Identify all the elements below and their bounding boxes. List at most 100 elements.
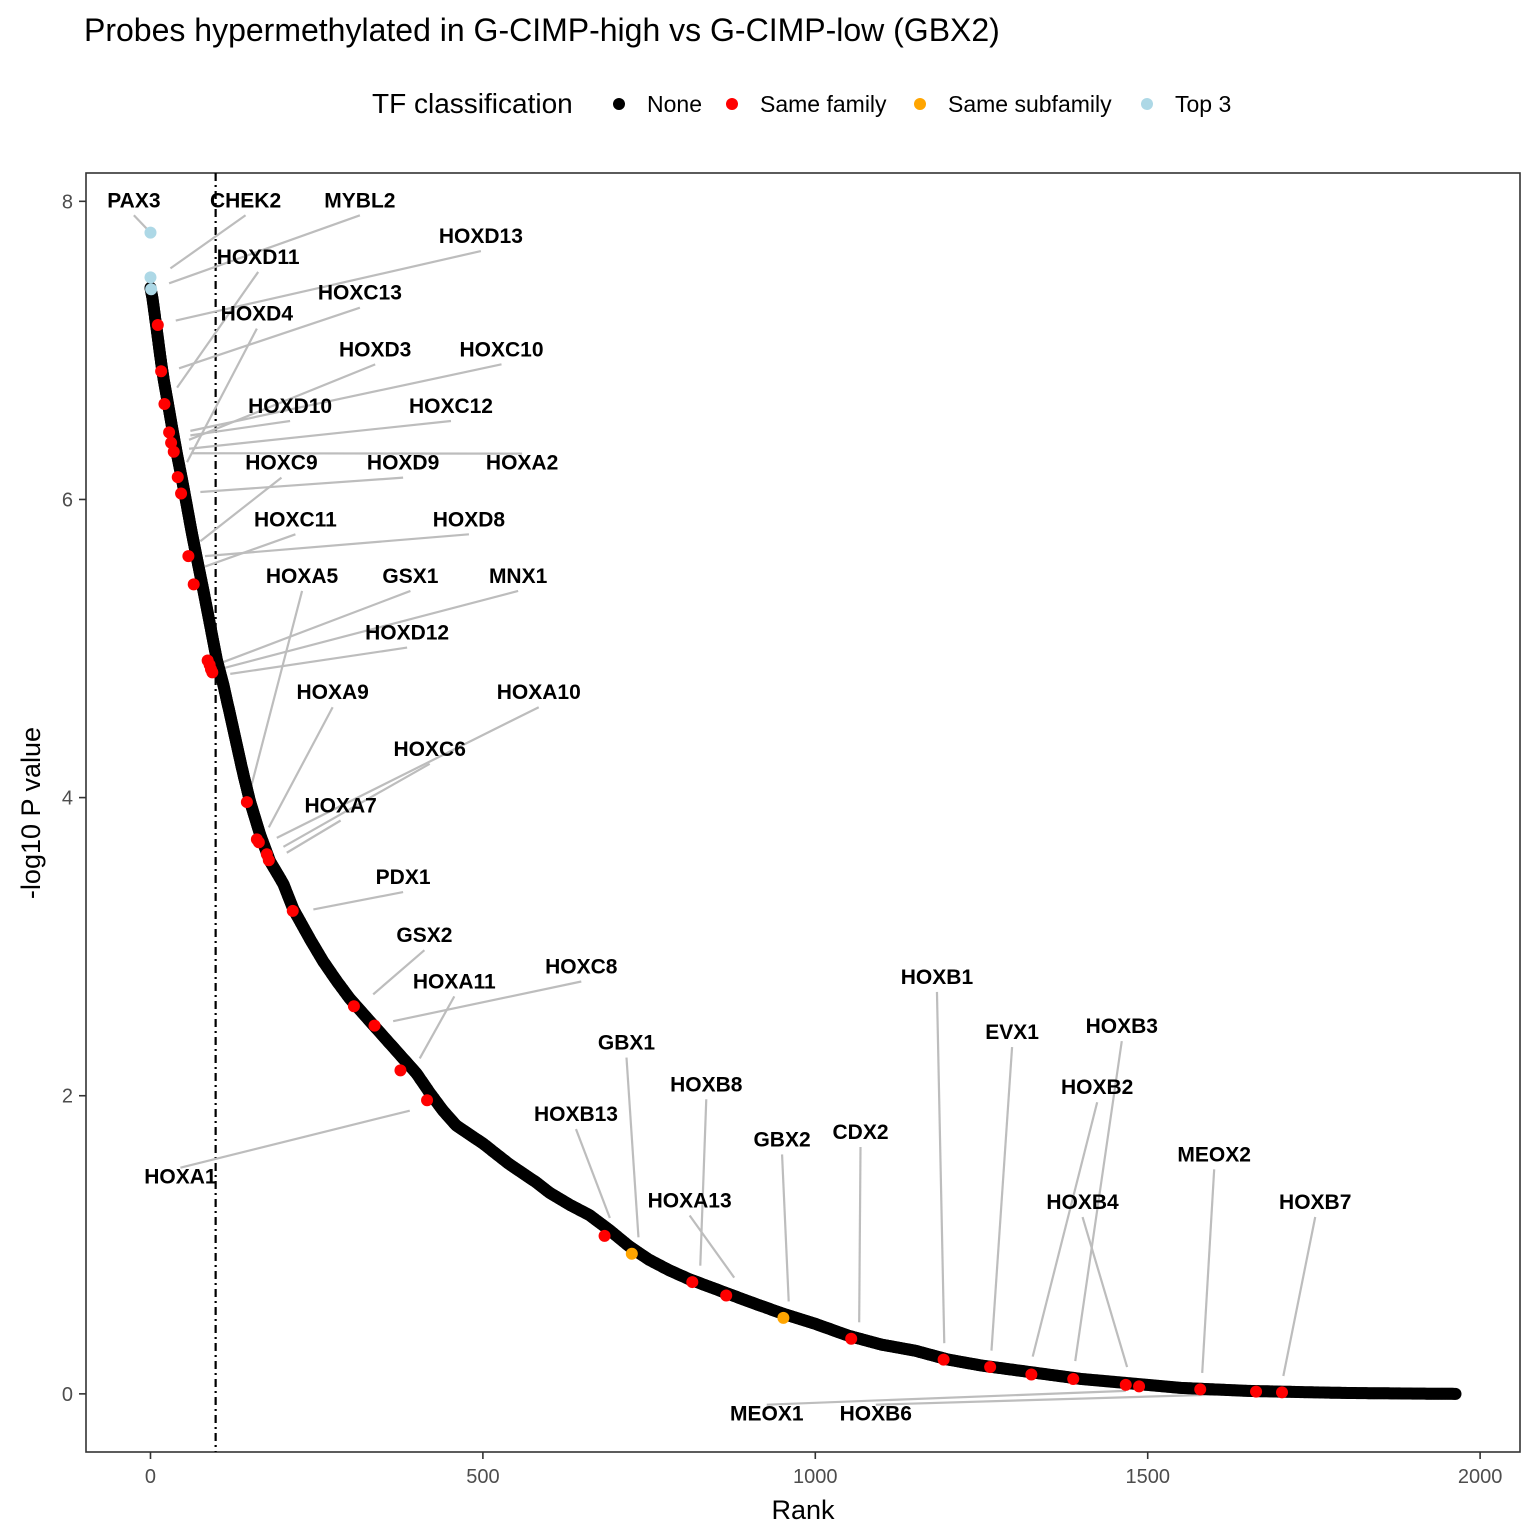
leader-line-2 bbox=[168, 214, 361, 285]
leader-line-28 bbox=[180, 1109, 411, 1169]
leader-line-17 bbox=[223, 589, 411, 663]
gene-label-26: HOXC8 bbox=[545, 955, 618, 978]
leader-line-27 bbox=[418, 995, 456, 1059]
leader-line-1 bbox=[169, 214, 247, 270]
leader-line-29 bbox=[625, 1057, 640, 1238]
point-same-family-33 bbox=[1067, 1372, 1080, 1385]
y-axis-title: -log10 P value bbox=[16, 727, 46, 899]
gene-label-3: HOXD13 bbox=[439, 225, 523, 248]
leader-line-37 bbox=[1074, 1040, 1123, 1362]
x-tick-label-0: 0 bbox=[145, 1466, 156, 1488]
legend-label-0: None bbox=[647, 91, 702, 117]
point-same-family-35 bbox=[1133, 1380, 1146, 1393]
leader-line-13 bbox=[200, 476, 404, 494]
point-same-family-19 bbox=[286, 904, 299, 917]
legend-title: TF classification bbox=[372, 88, 573, 119]
leader-line-36 bbox=[990, 1047, 1014, 1351]
gene-label-4: HOXD11 bbox=[217, 246, 300, 269]
leader-line-10 bbox=[188, 419, 452, 450]
leader-line-35 bbox=[935, 991, 946, 1344]
leader-line-20 bbox=[267, 706, 334, 828]
legend-marker-3 bbox=[1141, 98, 1153, 110]
point-same-family-24 bbox=[598, 1229, 611, 1242]
gene-label-8: HOXC10 bbox=[459, 338, 543, 361]
point-same-subfamily-25 bbox=[625, 1247, 638, 1260]
point-same-family-36 bbox=[1194, 1383, 1207, 1396]
point-same-family-7 bbox=[175, 487, 188, 500]
point-same-family-38 bbox=[1275, 1386, 1288, 1399]
leader-line-26 bbox=[392, 980, 582, 1023]
chart-title: Probes hypermethylated in G-CIMP-high vs… bbox=[84, 12, 1000, 48]
point-same-family-0 bbox=[151, 319, 164, 332]
point-top3-0 bbox=[144, 226, 157, 239]
point-same-family-13 bbox=[206, 666, 219, 679]
leader-line-40 bbox=[1201, 1169, 1216, 1374]
legend-marker-2 bbox=[914, 98, 926, 110]
leader-line-32 bbox=[688, 1214, 736, 1279]
point-same-family-20 bbox=[347, 1000, 360, 1013]
leader-line-5 bbox=[178, 306, 361, 370]
gene-label-33: GBX2 bbox=[753, 1128, 810, 1151]
leader-line-14 bbox=[204, 533, 296, 568]
point-top3-1 bbox=[144, 271, 157, 284]
leader-line-38 bbox=[1031, 1101, 1099, 1357]
gene-label-18: MNX1 bbox=[489, 565, 548, 588]
point-same-family-27 bbox=[720, 1289, 733, 1302]
gene-label-12: HOXA2 bbox=[486, 452, 558, 475]
gene-label-9: HOXD10 bbox=[248, 395, 332, 418]
gene-label-30: HOXB13 bbox=[534, 1103, 618, 1126]
legend-marker-0 bbox=[613, 98, 625, 110]
leader-line-19 bbox=[230, 646, 408, 675]
point-same-family-22 bbox=[394, 1064, 407, 1077]
legend: TF classification None Same family Same su… bbox=[372, 88, 1231, 119]
point-same-family-3 bbox=[163, 426, 176, 439]
gene-label-31: HOXB8 bbox=[670, 1073, 743, 1096]
point-same-family-6 bbox=[171, 471, 184, 484]
y-tick-label-2: 4 bbox=[62, 788, 73, 810]
leader-line-7 bbox=[188, 363, 376, 441]
leader-line-21 bbox=[276, 706, 540, 839]
gene-label-20: HOXA9 bbox=[296, 681, 368, 704]
leader-line-39 bbox=[1081, 1216, 1129, 1368]
leader-line-18 bbox=[224, 589, 519, 669]
gene-label-25: GSX2 bbox=[396, 924, 452, 947]
leader-line-25 bbox=[372, 949, 426, 996]
gene-label-38: HOXB2 bbox=[1061, 1076, 1133, 1099]
gene-label-41: HOXB7 bbox=[1279, 1191, 1351, 1214]
point-same-family-1 bbox=[155, 365, 168, 378]
gene-label-21: HOXA10 bbox=[497, 681, 581, 704]
leader-line-9 bbox=[190, 419, 291, 437]
point-same-family-26 bbox=[686, 1276, 699, 1289]
legend-marker-1 bbox=[726, 98, 738, 110]
gene-label-14: HOXC11 bbox=[254, 508, 337, 531]
leader-line-23 bbox=[286, 819, 342, 854]
legend-label-1: Same family bbox=[760, 91, 887, 117]
legend-label-3: Top 3 bbox=[1175, 91, 1231, 117]
leader-line-34 bbox=[858, 1146, 862, 1323]
point-same-family-23 bbox=[421, 1094, 434, 1107]
point-same-family-29 bbox=[845, 1332, 858, 1345]
gene-label-0: PAX3 bbox=[107, 189, 160, 212]
point-same-family-18 bbox=[262, 854, 275, 867]
y-tick-label-4: 8 bbox=[62, 191, 73, 213]
gene-label-34: CDX2 bbox=[832, 1121, 888, 1144]
point-same-family-5 bbox=[167, 445, 180, 458]
point-same-family-21 bbox=[368, 1019, 381, 1032]
gene-label-43: HOXB6 bbox=[840, 1403, 912, 1426]
point-same-family-31 bbox=[984, 1361, 997, 1374]
y-tick-label-1: 2 bbox=[62, 1086, 73, 1108]
gene-label-32: HOXA13 bbox=[648, 1190, 732, 1213]
point-same-family-8 bbox=[182, 550, 195, 563]
point-same-family-2 bbox=[158, 398, 171, 411]
gene-label-37: HOXB3 bbox=[1086, 1015, 1158, 1038]
leader-line-15 bbox=[204, 533, 470, 558]
point-none bbox=[1449, 1387, 1462, 1400]
legend-label-2: Same subfamily bbox=[948, 91, 1112, 117]
y-tick-label-0: 0 bbox=[62, 1384, 73, 1406]
gene-label-40: MEOX2 bbox=[1177, 1143, 1251, 1166]
y-tick-label-3: 6 bbox=[62, 489, 73, 511]
point-top3-2 bbox=[145, 283, 158, 296]
leader-line-31 bbox=[699, 1099, 708, 1266]
gene-label-22: HOXC6 bbox=[394, 738, 466, 761]
